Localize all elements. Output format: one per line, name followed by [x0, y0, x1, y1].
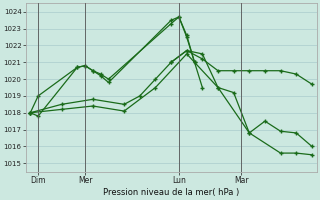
- X-axis label: Pression niveau de la mer( hPa ): Pression niveau de la mer( hPa ): [103, 188, 239, 197]
